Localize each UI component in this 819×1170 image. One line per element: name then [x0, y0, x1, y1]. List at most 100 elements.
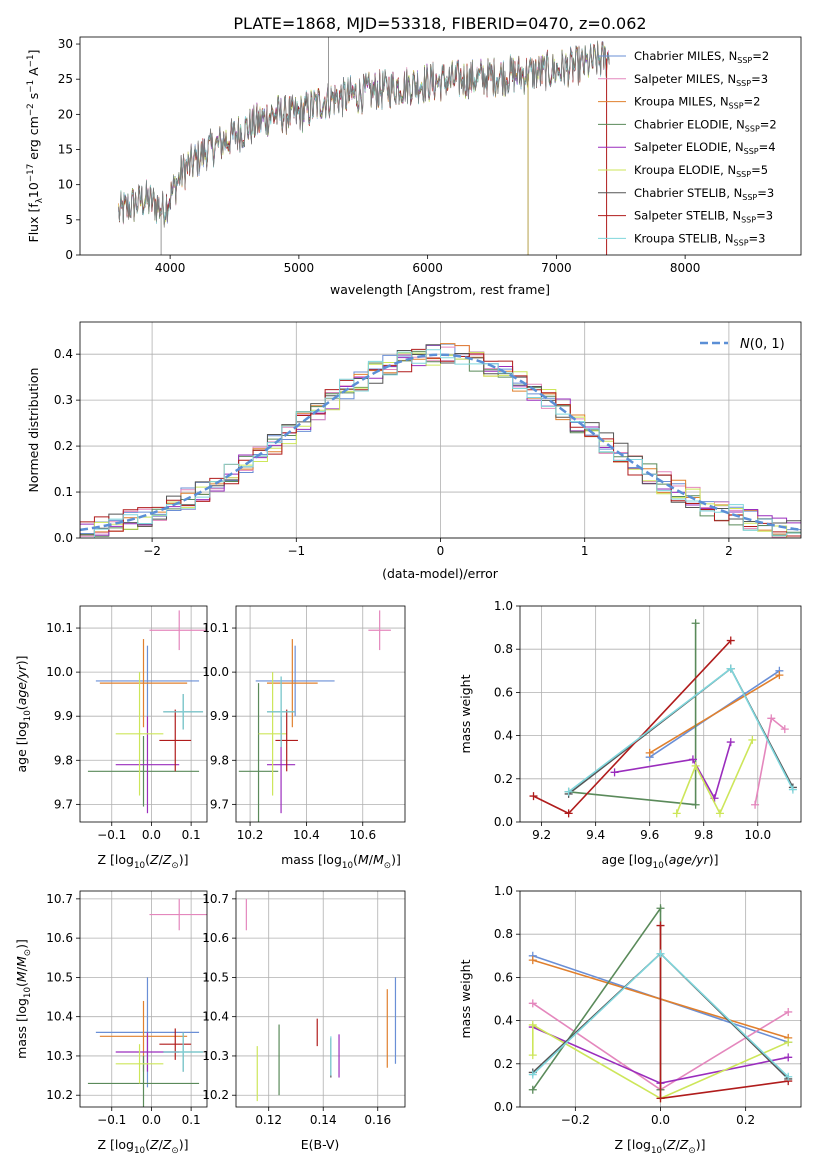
panel-age-weight: 9.2 9.4 9.6 9.8 10.0 0.0 0.2 0.4 0.6 0.8 1.0 mass w… — [458, 599, 802, 871]
legend-name: Chabrier MILES, N — [634, 49, 737, 63]
y-tick-label: 0.3 — [54, 393, 73, 407]
panel-Z-weight: −0.2 0.0 0.2 0.0 0.2 0.4 0.6 0.8 1.0 mass weight Z… — [458, 884, 802, 1156]
y-axis-label: Flux [fλ10−17 erg cm−2 s−1 A−1] — [26, 50, 45, 243]
axis-label: age [log10(age/yr)] — [14, 655, 33, 772]
y-tick-label: 9.7 — [210, 797, 229, 811]
x-tick-label: 9.8 — [694, 828, 713, 842]
series-marker — [784, 1053, 793, 1062]
label-part: M — [373, 852, 384, 867]
series-marker — [726, 738, 735, 747]
x-tick-label: 10.6 — [349, 828, 376, 842]
y-tick-label: 10.2 — [46, 1088, 73, 1102]
label-part: −2 — [26, 103, 36, 116]
axes-frame — [519, 605, 802, 823]
y-tick-label: 0.4 — [494, 729, 513, 743]
axes-frame — [235, 605, 406, 823]
y-tick-label: 9.7 — [54, 797, 73, 811]
series-marker — [656, 1094, 665, 1103]
panel-mass-age: 10.2 10.4 10.6 9.7 9.8 9.9 10.0 10.1 mass [log10… — [202, 605, 406, 871]
label-part: 10 — [342, 861, 353, 871]
legend-label: Chabrier ELODIE, NSSP=2 — [634, 117, 777, 133]
legend-n: =2 — [744, 95, 761, 109]
label-part: )] — [14, 939, 29, 949]
series-marker — [528, 1085, 537, 1094]
errorbar-kroupa-miles — [266, 639, 318, 728]
series-marker — [528, 1070, 537, 1079]
errorbar-chabrier-elodie — [87, 1055, 200, 1107]
series-marker — [775, 671, 784, 680]
y-tick-label: 10.3 — [46, 1049, 73, 1063]
label-part: ⊙ — [688, 1146, 695, 1156]
series-marker — [691, 800, 700, 809]
series-marker — [691, 761, 700, 770]
x-tick-label: 10.0 — [744, 828, 771, 842]
series-marker — [610, 768, 619, 777]
series-marker — [529, 792, 538, 801]
errorbar-salpeter-elodie — [115, 716, 180, 814]
series-marker — [726, 664, 735, 673]
y-tick-label: 10.6 — [46, 931, 73, 945]
errorbar-kroupa-stelib — [163, 1032, 204, 1072]
label-part: )] — [391, 852, 401, 867]
plot-area — [238, 610, 391, 822]
errorbar-chabrier-miles — [95, 645, 200, 717]
label-part: Z [log — [98, 1137, 134, 1152]
legend-name: Kroupa ELODIE, N — [634, 163, 736, 177]
series-marker — [564, 787, 573, 796]
axis-label: mass [log10(M/M⊙)] — [14, 939, 33, 1059]
label-part: Z [log — [98, 852, 134, 867]
x-tick-label: 0.0 — [142, 828, 161, 842]
legend-sub: SSP — [742, 193, 757, 202]
y-tick-label: 0.4 — [54, 347, 73, 361]
y-tick-label: 10.0 — [202, 665, 229, 679]
legend-sub: SSP — [745, 124, 760, 133]
errorbar-salpeter-miles — [149, 610, 207, 651]
y-tick-label: 1.0 — [494, 884, 513, 898]
label-part: 10 — [23, 710, 33, 721]
series-marker — [528, 1020, 537, 1029]
series-line — [675, 739, 754, 816]
errorbar-kroupa-elodie — [115, 1044, 164, 1084]
panel-Z-mass: −0.1 0.0 0.1 10.2 10.3 10.4 10.5 10.6 10.7 mass [… — [14, 890, 208, 1156]
label-part: age [log — [14, 721, 29, 772]
label-part: M — [14, 971, 29, 982]
series-line — [614, 741, 732, 801]
series-line — [532, 1023, 789, 1100]
x-tick-label: −0.1 — [97, 828, 126, 842]
label-part: 10 — [23, 987, 33, 998]
legend-name: Salpeter STELIB, N — [634, 209, 741, 223]
histogram-chabrier-stelib — [80, 344, 801, 538]
y-tick-label: 10.7 — [202, 892, 229, 906]
label-part: Z [log — [615, 1137, 651, 1152]
spectrum-salpeter-elodie — [118, 44, 610, 225]
y-tick-label: 10.4 — [202, 1010, 229, 1024]
legend-sub: SSP — [734, 238, 749, 247]
label-part: M — [358, 852, 369, 867]
label-part: 10 — [134, 861, 145, 871]
series-line — [659, 925, 789, 1100]
label-part: −1 — [26, 54, 36, 67]
axis-label: Z [log10(Z/Z⊙)] — [98, 1137, 189, 1156]
y-tick-label: 30 — [58, 37, 73, 51]
label-part: ⊙ — [171, 861, 178, 871]
y-tick-label: 0.2 — [54, 439, 73, 453]
label-part: / — [14, 966, 29, 971]
y-tick-label: 10.0 — [46, 665, 73, 679]
errorbar-kroupa-stelib — [163, 694, 204, 730]
label-part: 10 — [651, 1146, 662, 1156]
legend-n: =3 — [751, 72, 768, 86]
panel-spectrum: 4000 5000 6000 7000 8000 0 5 10 15 20 25 30 Flux [fλ… — [26, 36, 802, 297]
series-marker — [784, 1072, 793, 1081]
y-axis-label: mass weight — [458, 674, 473, 753]
series-salpeter-stelib — [529, 636, 735, 818]
label-part: )] — [709, 852, 719, 867]
legend-sub: SSP — [729, 102, 744, 111]
series-marker — [672, 809, 681, 818]
x-tick-label: 9.4 — [586, 828, 605, 842]
series-marker — [691, 619, 700, 628]
axes-frame — [79, 36, 802, 256]
label-part: ( — [662, 1137, 667, 1152]
plot-area — [87, 610, 207, 814]
panel-residuals: −2 −1 0 1 2 0.0 0.1 0.2 0.3 0.4 N(0, 1) Normed dist… — [26, 321, 802, 581]
